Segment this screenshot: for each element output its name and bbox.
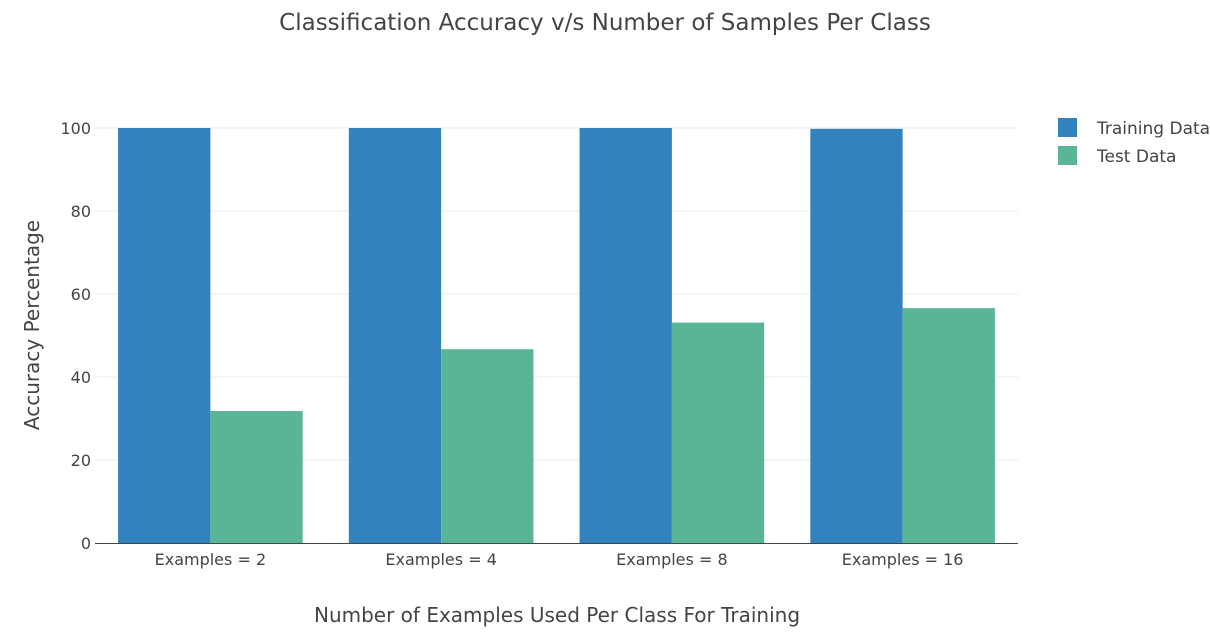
y-tick-label: 100: [60, 119, 91, 138]
y-tick-label: 80: [71, 202, 91, 221]
x-tick-label: Examples = 8: [616, 550, 728, 569]
bar-training-data: [810, 128, 903, 543]
legend-label: Test Data: [1096, 147, 1176, 167]
bar-training-data: [579, 128, 672, 543]
x-tick-label: Examples = 2: [155, 550, 267, 569]
chart-title: Classification Accuracy v/s Number of Sa…: [279, 10, 931, 36]
y-tick-label: 40: [71, 368, 91, 387]
legend-item[interactable]: Training Data: [1058, 118, 1210, 139]
y-tick-label: 20: [71, 451, 91, 470]
y-tick-labels: 0 20 40 60 80 100: [60, 119, 91, 553]
y-tick-label: 60: [71, 285, 91, 304]
y-axis-title: Accuracy Percentage: [20, 220, 44, 430]
x-tick-label: Examples = 4: [385, 550, 497, 569]
bars: [118, 128, 995, 543]
bar-test-data: [441, 349, 534, 543]
legend-swatch: [1058, 146, 1077, 165]
legend-label: Training Data: [1096, 119, 1210, 139]
bar-test-data: [902, 308, 995, 543]
legend-swatch: [1058, 118, 1077, 137]
bar-test-data: [671, 322, 765, 543]
x-tick-labels: Examples = 2 Examples = 4 Examples = 8 Exam…: [155, 550, 964, 569]
bar-test-data: [210, 411, 303, 543]
legend-item[interactable]: Test Data: [1058, 146, 1176, 167]
x-tick-label: Examples = 16: [842, 550, 964, 569]
x-axis-title: Number of Examples Used Per Class For Tr…: [314, 603, 800, 627]
bar-training-data: [118, 128, 211, 543]
bar-training-data: [348, 128, 442, 543]
legend: Training Data Test Data: [1058, 118, 1210, 167]
y-tick-label: 0: [81, 534, 91, 553]
